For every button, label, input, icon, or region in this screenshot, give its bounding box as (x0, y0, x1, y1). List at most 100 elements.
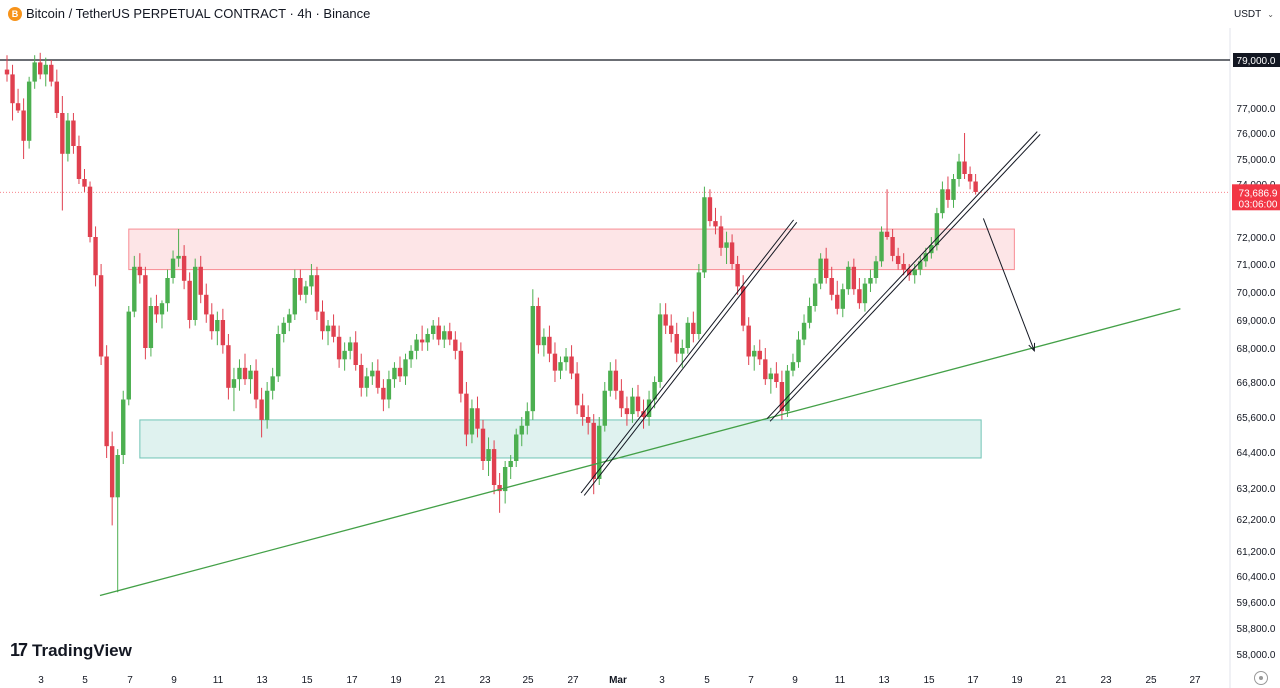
price-tick-label: 65,600.0 (1237, 413, 1276, 424)
candle (121, 399, 126, 455)
candle (419, 339, 425, 343)
time-tick-label: 25 (1145, 675, 1157, 686)
candle (430, 325, 436, 334)
candle (729, 242, 735, 264)
candle (691, 322, 696, 334)
candle (447, 331, 452, 340)
candle (502, 467, 508, 492)
candle (895, 255, 901, 264)
projection-arrow-head (1028, 342, 1036, 353)
candle (303, 286, 309, 295)
candle (657, 314, 663, 382)
time-tick-label: 7 (127, 675, 133, 686)
candle (270, 376, 275, 391)
candle (192, 266, 198, 320)
candle (752, 350, 757, 357)
candle (226, 345, 231, 388)
candle (602, 390, 607, 426)
candle (718, 226, 724, 248)
currency-selector[interactable]: USDT ⌄ (1230, 4, 1278, 24)
candle (397, 367, 403, 377)
candle (392, 367, 397, 380)
symbol-title[interactable]: Bitcoin / TetherUS PERPETUAL CONTRACT · … (26, 6, 371, 21)
candle (685, 322, 691, 348)
candle (552, 353, 558, 371)
candle (154, 306, 159, 315)
candle (4, 69, 10, 75)
tradingview-logo-text: TradingView (32, 640, 132, 660)
candle (574, 373, 580, 406)
price-tick-label: 60,400.0 (1237, 572, 1276, 583)
candle (934, 213, 940, 246)
time-tick-label: 7 (748, 675, 754, 686)
candle (137, 266, 143, 276)
price-tick-label: 75,000.0 (1237, 155, 1276, 166)
candle (370, 370, 375, 377)
candle (336, 336, 342, 360)
time-tick-label: 9 (792, 675, 798, 686)
candle (530, 306, 536, 412)
candle (353, 342, 358, 365)
price-tick-label: 61,200.0 (1237, 547, 1276, 558)
time-tick-label: 23 (1100, 675, 1112, 686)
candle (840, 289, 845, 309)
tradingview-logo[interactable]: 17 TradingView (10, 640, 132, 661)
candle (591, 422, 596, 479)
candle (857, 289, 862, 304)
resistance-zone (128, 228, 1015, 271)
candle (713, 221, 718, 227)
candle (325, 325, 331, 332)
candle (170, 258, 176, 278)
candle (403, 359, 408, 377)
candle (276, 334, 281, 377)
candle (835, 294, 840, 309)
candle (248, 370, 253, 380)
support-zone (139, 419, 982, 459)
time-tick-label: 13 (878, 675, 890, 686)
time-tick-label: 25 (522, 675, 534, 686)
price-tick-label: 58,800.0 (1237, 624, 1276, 635)
candle (585, 417, 591, 423)
candle (292, 278, 298, 315)
projection-arrow (982, 218, 1035, 352)
candle (901, 264, 906, 270)
candle (680, 348, 685, 354)
candle (630, 396, 635, 415)
time-tick-label: 27 (1189, 675, 1201, 686)
candle (464, 393, 469, 435)
candle (740, 286, 746, 326)
candle (846, 266, 851, 290)
candle (126, 311, 131, 400)
settings-icon[interactable] (1254, 671, 1268, 685)
candle (746, 325, 751, 357)
candle (215, 320, 220, 332)
time-tick-label: 19 (390, 675, 402, 686)
candle (181, 255, 187, 281)
candle (801, 322, 807, 340)
candle (696, 272, 702, 334)
candle (43, 64, 48, 75)
chart-header: B Bitcoin / TetherUS PERPETUAL CONTRACT … (0, 0, 1230, 28)
price-tick-label: 79,000.0 (1237, 56, 1276, 67)
candle (176, 255, 181, 259)
candle (21, 110, 26, 141)
candle (375, 370, 381, 388)
candle (945, 189, 951, 200)
candle (558, 362, 563, 371)
candle (109, 446, 115, 498)
candle (220, 320, 226, 346)
candle (807, 306, 812, 323)
price-tick-label: 71,000.0 (1237, 260, 1276, 271)
candle (563, 356, 569, 363)
time-tick-label: 5 (82, 675, 88, 686)
candle (929, 245, 934, 254)
candle (707, 197, 713, 222)
candle (237, 367, 242, 380)
candle (314, 275, 320, 312)
candle (480, 428, 486, 461)
time-tick-label: 19 (1011, 675, 1023, 686)
candle (54, 81, 60, 113)
candle (309, 275, 314, 287)
candle (143, 275, 148, 348)
